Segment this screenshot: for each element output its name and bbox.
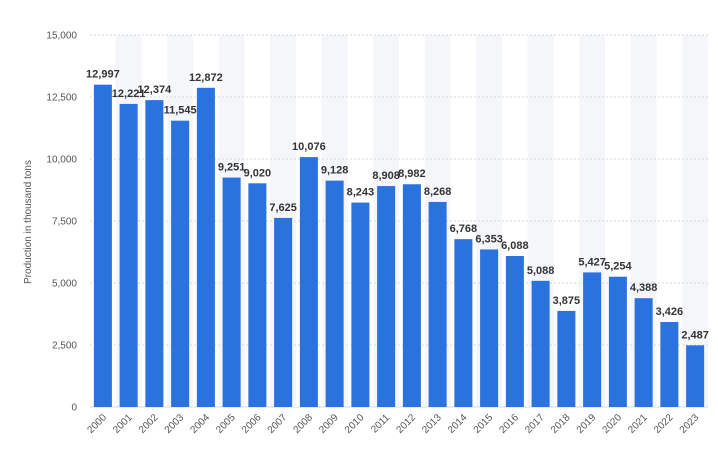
data-label: 10,076 [292, 141, 326, 153]
data-label: 9,128 [321, 165, 349, 177]
bar-2017[interactable] [531, 280, 550, 407]
bar-2015[interactable] [480, 249, 499, 407]
x-tick-label: 2017 [523, 412, 547, 436]
y-axis-label: Production in thousand tons [23, 160, 34, 284]
y-tick-label: 5,000 [52, 279, 77, 290]
y-tick-label: 10,000 [46, 155, 77, 166]
y-tick-label: 12,500 [46, 93, 77, 104]
data-label: 12,997 [86, 69, 120, 81]
data-label: 5,254 [604, 261, 632, 273]
y-axis-ticks: 0 2,500 5,000 7,500 10,000 12,500 15,000 [46, 31, 77, 414]
x-tick-label: 2016 [497, 412, 521, 436]
data-label: 8,243 [347, 187, 375, 199]
bar-2000[interactable] [93, 84, 112, 407]
bar-2014[interactable] [454, 239, 473, 407]
bar-2021[interactable] [634, 298, 653, 407]
bar-2002[interactable] [145, 100, 164, 407]
x-tick-label: 2022 [652, 412, 676, 436]
bar-2023[interactable] [686, 345, 705, 407]
y-tick-label: 0 [71, 403, 77, 414]
x-tick-label: 2007 [266, 412, 290, 436]
data-label: 8,982 [398, 168, 426, 180]
data-label: 7,625 [269, 202, 297, 214]
data-label: 8,268 [424, 186, 452, 198]
x-tick-label: 2008 [291, 412, 315, 436]
data-label: 2,487 [681, 329, 709, 341]
bar-2005[interactable] [222, 177, 241, 407]
bar-2013[interactable] [428, 201, 447, 407]
x-tick-label: 2003 [163, 412, 187, 436]
bar-2018[interactable] [557, 310, 576, 407]
x-tick-label: 2013 [420, 412, 444, 436]
x-tick-label: 2018 [549, 412, 573, 436]
x-tick-label: 2001 [111, 412, 135, 436]
data-label: 12,374 [138, 84, 173, 96]
bar-2003[interactable] [171, 120, 190, 408]
bar-2020[interactable] [608, 276, 627, 407]
bars [93, 84, 705, 408]
data-label: 9,251 [218, 162, 246, 174]
x-tick-label: 2005 [214, 412, 238, 436]
bar-2016[interactable] [505, 256, 524, 407]
data-label: 8,908 [372, 170, 400, 182]
x-tick-label: 2002 [137, 412, 161, 436]
bar-2007[interactable] [274, 217, 293, 407]
bar-2001[interactable] [119, 103, 138, 408]
y-tick-label: 7,500 [52, 217, 77, 228]
data-label: 12,872 [189, 72, 223, 84]
x-tick-label: 2011 [369, 412, 392, 435]
data-label: 6,768 [450, 223, 478, 235]
data-label: 3,875 [553, 295, 581, 307]
x-tick-label: 2021 [626, 412, 650, 436]
data-label: 11,545 [164, 105, 197, 117]
bar-2008[interactable] [299, 157, 318, 407]
data-label: 5,427 [578, 256, 606, 268]
bar-2019[interactable] [583, 272, 602, 407]
x-tick-label: 2010 [343, 412, 367, 436]
x-tick-label: 2009 [317, 412, 341, 436]
x-tick-label: 2023 [678, 412, 702, 436]
x-tick-label: 2000 [85, 412, 109, 436]
y-gridlines [90, 34, 708, 408]
x-axis-ticks: 2000 2001 2002 2003 2004 2005 2006 2007 2008 2009… [85, 412, 701, 436]
x-tick-label: 2020 [600, 412, 624, 436]
bar-2009[interactable] [325, 180, 344, 407]
bar-2006[interactable] [248, 183, 267, 407]
data-label: 3,426 [656, 306, 684, 318]
data-label: 5,088 [527, 265, 555, 277]
bar-2010[interactable] [351, 202, 370, 407]
x-tick-label: 2019 [575, 412, 599, 436]
bar-2004[interactable] [196, 87, 215, 407]
y-tick-label: 2,500 [52, 341, 77, 352]
x-tick-label: 2015 [472, 412, 496, 436]
bar-2022[interactable] [660, 322, 679, 407]
bar-2012[interactable] [402, 184, 421, 407]
x-tick-label: 2012 [394, 412, 418, 436]
data-label: 4,388 [630, 282, 658, 294]
x-tick-label: 2004 [188, 412, 212, 436]
data-label: 12,221 [112, 88, 146, 100]
y-tick-label: 15,000 [46, 31, 77, 42]
bar-2011[interactable] [377, 186, 396, 407]
data-label: 6,353 [475, 233, 503, 245]
x-tick-label: 2006 [240, 412, 264, 436]
data-label: 9,020 [244, 167, 272, 179]
x-tick-label: 2014 [446, 412, 470, 436]
data-label: 6,088 [501, 240, 529, 252]
